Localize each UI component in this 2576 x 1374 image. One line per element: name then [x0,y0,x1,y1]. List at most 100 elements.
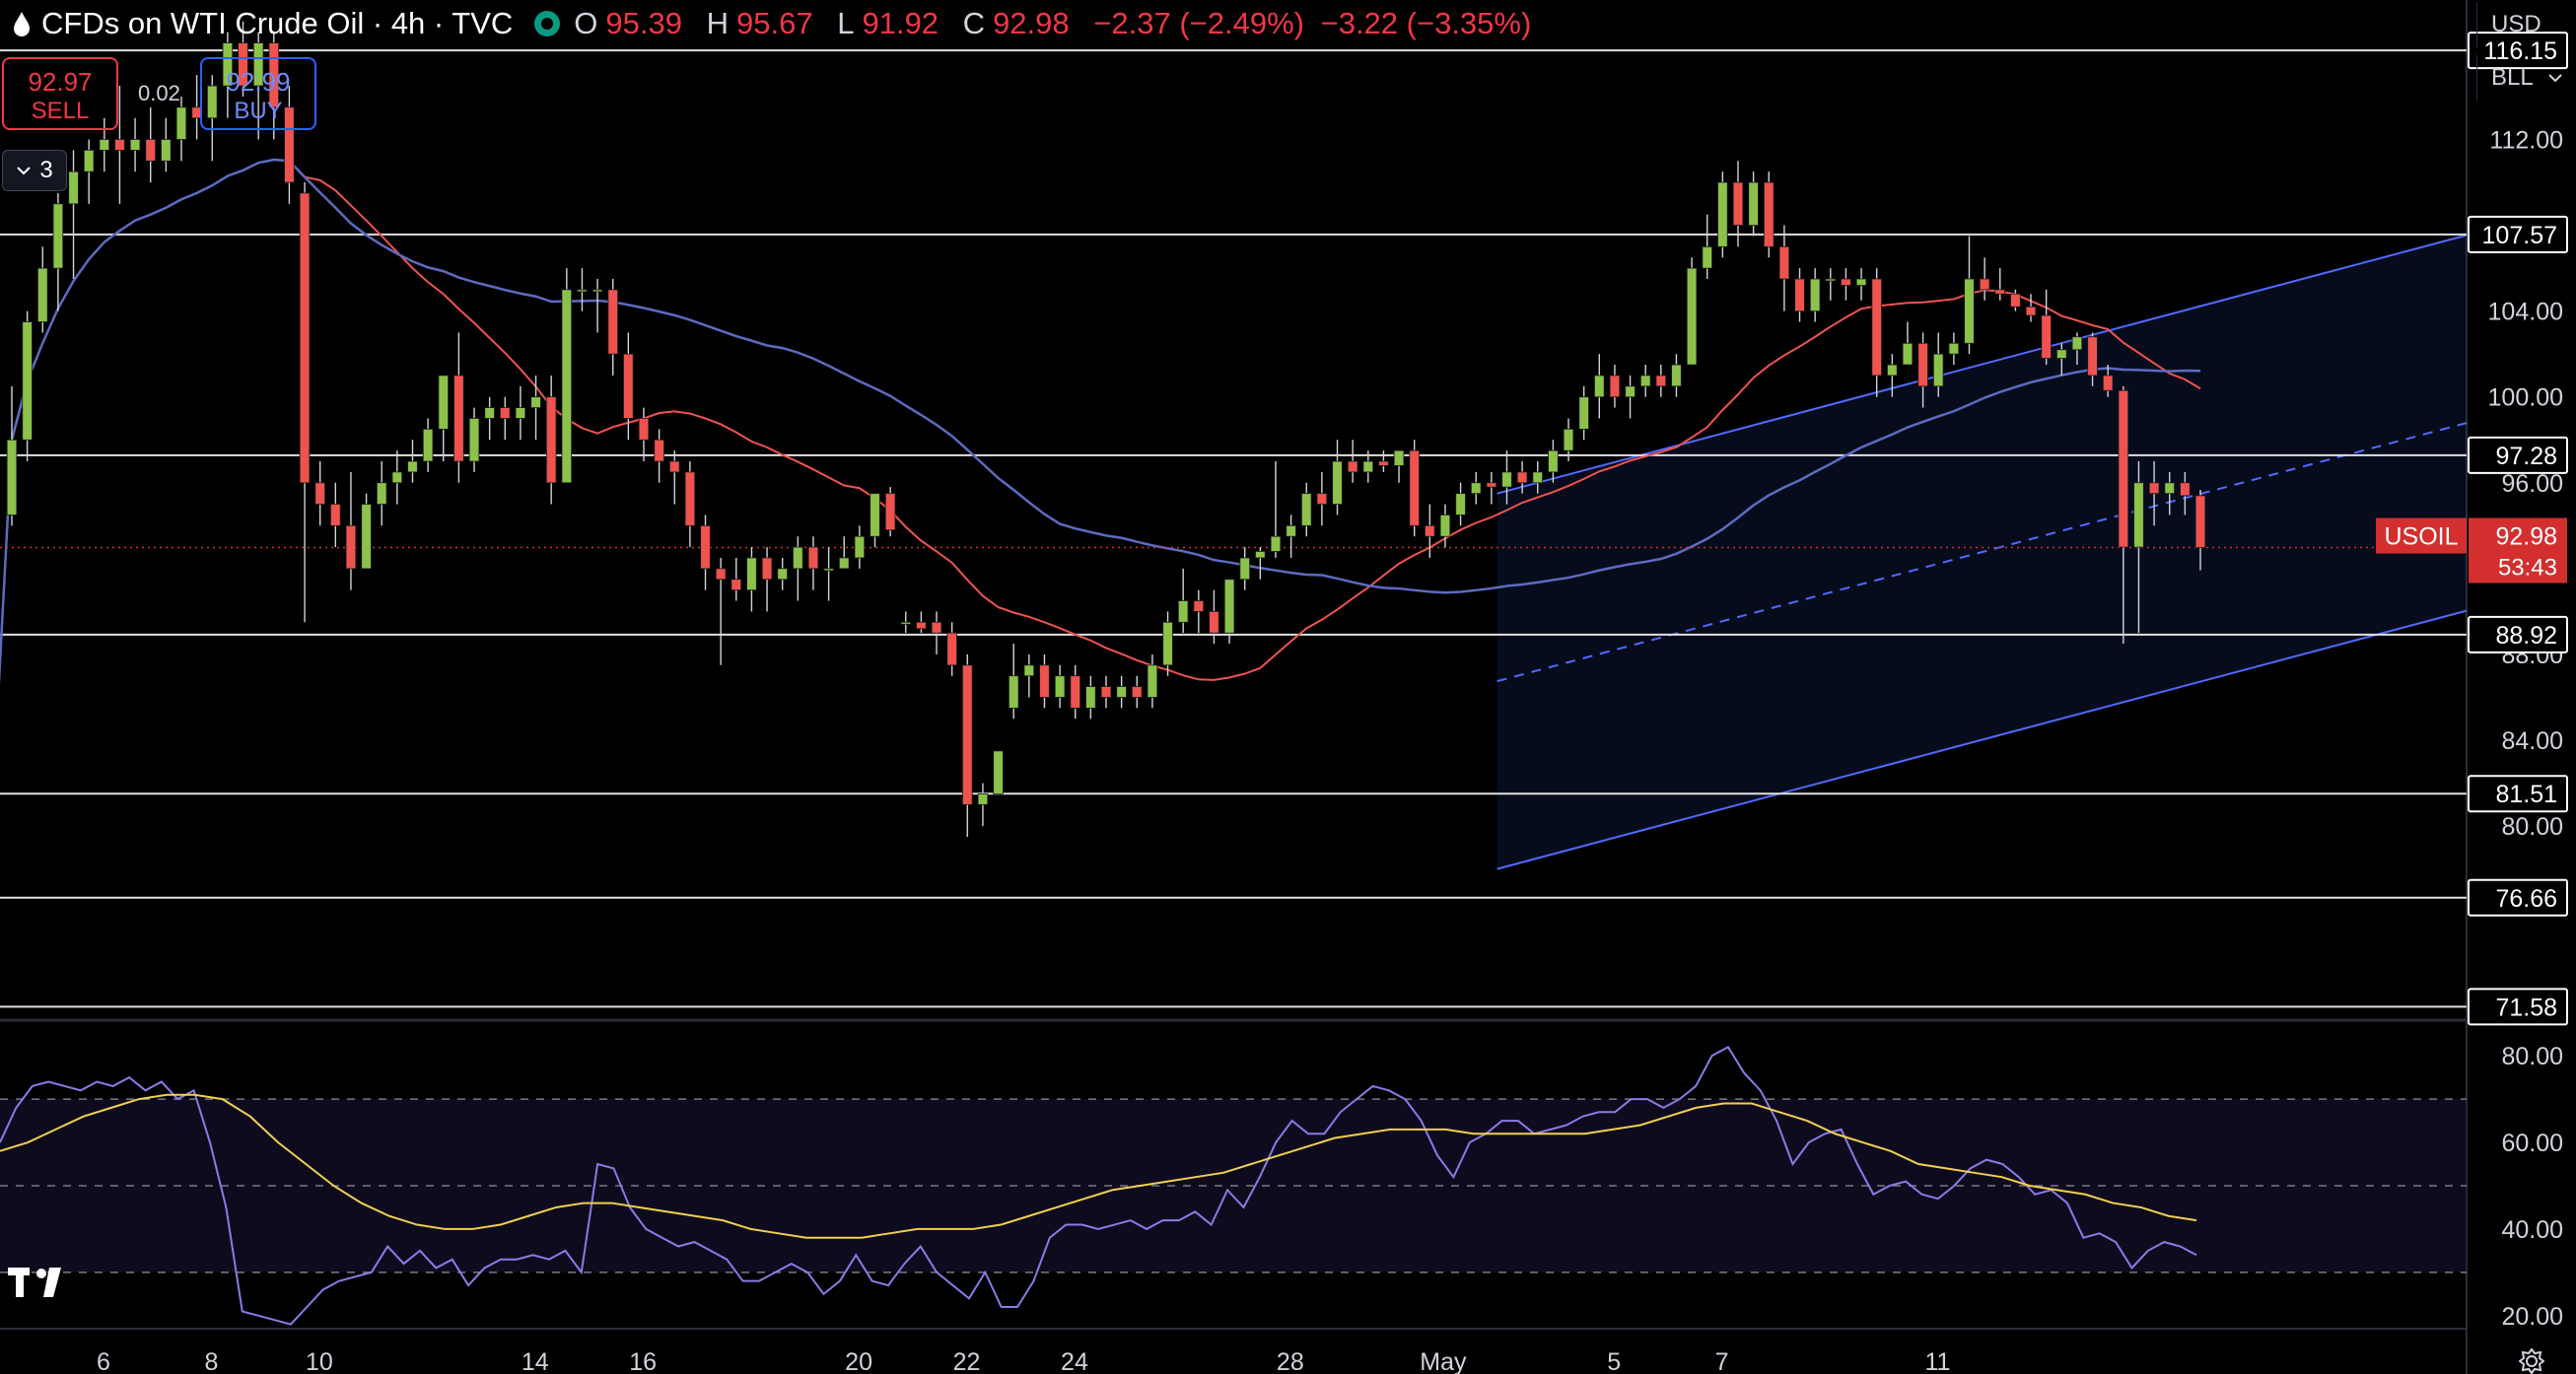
candle-bullish [1825,268,1837,301]
candle-bullish [407,440,418,483]
candle-bearish [761,547,773,612]
unit-select[interactable]: BLL [2476,55,2576,101]
candle-body [175,106,187,140]
tradingview-logo-icon[interactable] [6,1264,77,1303]
candle-body [607,289,618,355]
candle-body [468,418,480,462]
candle-bullish [1023,653,1035,698]
candle-body [2041,314,2052,359]
candle-bearish [916,611,927,634]
price-axis-tick-label: 80.00 [2501,813,2563,841]
candle-body [1347,460,1358,473]
candle-bullish [391,450,403,505]
candle-body [484,407,495,419]
candle-body [284,106,295,183]
candle-bullish [1116,675,1127,709]
candle-bearish [946,622,957,676]
candle-bearish [453,332,464,483]
candle-bearish [145,106,156,183]
candle-body [222,42,234,87]
time-axis-tick-label: 8 [204,1348,218,1374]
candle-body [515,407,526,419]
candle-body [1902,342,1914,366]
candle-body [1085,686,1096,709]
candle-bullish [1887,354,1898,397]
candle-body [391,471,403,484]
candle-bullish [2164,471,2175,515]
candle-bearish [345,471,357,590]
candle-body [1794,278,1805,312]
candle-body [1609,375,1621,398]
candle-bearish [1193,589,1205,634]
candle-bearish [1100,675,1112,709]
settings-gear-icon[interactable] [2519,1348,2544,1374]
candle-bearish [1039,653,1050,709]
market-status-icon[interactable] [534,11,561,36]
candle-body [1378,460,1389,466]
candle-body [1054,675,1066,698]
candle-bearish [931,611,942,654]
channel-lower-line [1497,609,2468,870]
time-axis-tick-label: 24 [1061,1348,1088,1374]
candle-bearish [2041,289,2052,366]
price-axis-tick-label: 84.00 [2501,727,2563,755]
candle-body [1270,535,1282,552]
candle-bullish [161,117,172,172]
level-tag-box [2468,215,2568,253]
candle-body [1239,557,1250,581]
level-tag-box [2468,615,2568,653]
candle-bearish [623,332,634,441]
candle-bearish [607,278,618,376]
candle-bearish [638,407,650,462]
candle-body [407,460,418,473]
channel-mid-line [1497,422,2468,683]
candle-body [1409,449,1420,526]
candle-bearish [1070,664,1080,720]
candle-body [1193,600,1205,612]
rsi-axis-tick-label: 40.00 [2501,1216,2563,1244]
candle-body [2118,389,2129,548]
candle-body [715,568,727,581]
candle-body [592,289,603,293]
candle-bearish [884,487,896,537]
candle-bullish [1702,214,1712,279]
candle-body [1439,515,1451,537]
candle-bullish [1625,375,1636,419]
level-tag-box [2468,988,2568,1026]
candle-bearish [2102,365,2114,397]
currency-select[interactable]: USD [2476,2,2576,47]
candle-body [129,139,141,151]
candle-body [2180,482,2191,497]
candle-body [1147,664,1158,698]
candle-bullish [2056,343,2067,376]
candle-body [962,664,973,805]
candle-body [52,203,64,269]
indicators-toggle-button[interactable]: 3 [2,150,67,191]
candle-bearish [1516,461,1528,494]
candle-body [1887,364,1898,377]
level-tag-label: 107.57 [2482,222,2557,249]
candle-body [1841,278,1851,286]
candle-body [6,439,18,515]
candle-bullish [1948,332,1960,366]
candle-body [761,557,773,581]
candle-body [993,750,1004,794]
candle-body [1516,471,1528,484]
candle-bullish [2133,461,2144,634]
candle-bullish [577,268,588,311]
buy-button[interactable]: 92.99 BUY [200,57,316,130]
candle-body [1532,471,1543,484]
candle-bullish [468,407,480,472]
price-axis-tick-label: 104.00 [2488,299,2563,326]
candle-body [1300,493,1312,526]
candle-body [1209,611,1219,634]
candle-body [1177,600,1189,623]
candle-body [731,579,742,591]
sell-button[interactable]: 92.97 SELL [2,57,118,130]
candle-body [2102,375,2114,391]
candle-bullish [376,461,387,526]
candle-body [684,471,696,526]
symbol-title[interactable]: CFDs on WTI Crude Oil · 4h · TVC [41,6,514,40]
candle-body [1362,460,1374,473]
